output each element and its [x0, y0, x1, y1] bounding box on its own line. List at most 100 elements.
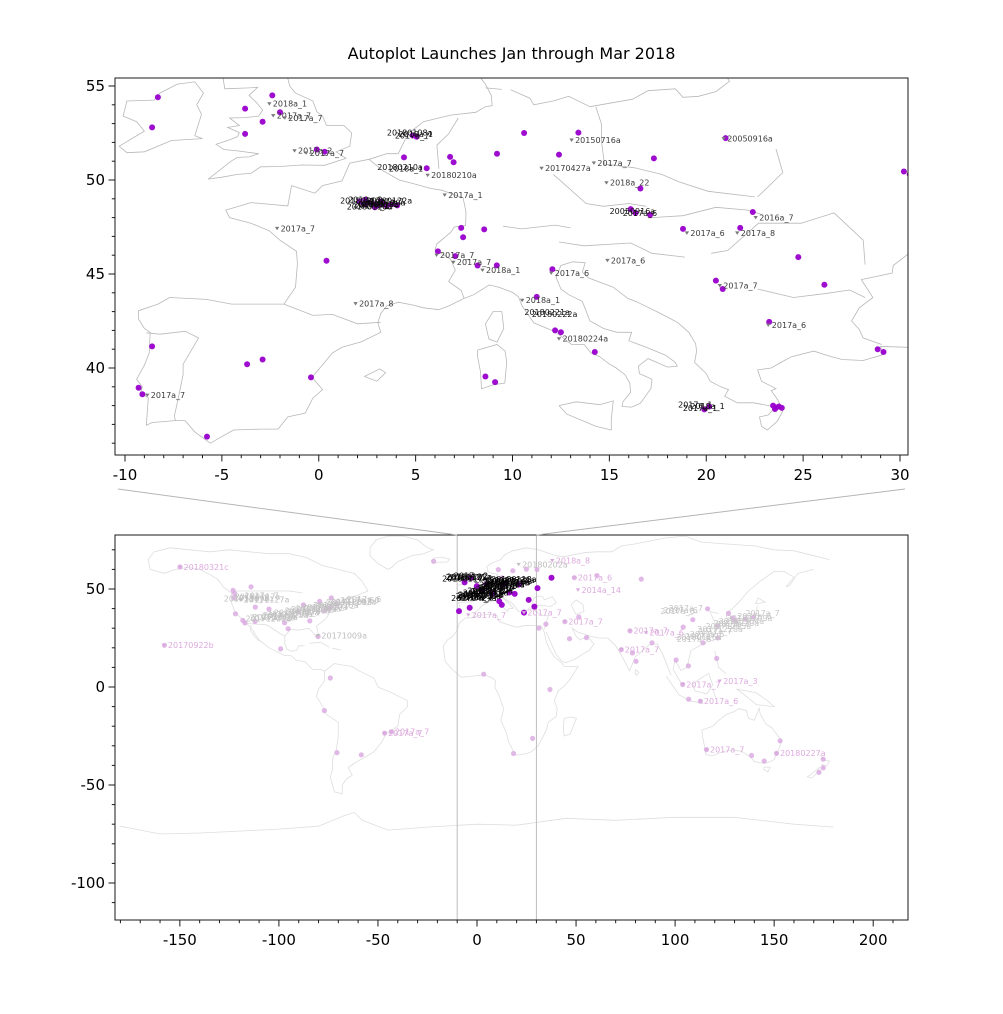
svg-text:2017a_7: 2017a_7 — [395, 728, 429, 737]
svg-text:2017a_1: 2017a_1 — [448, 191, 482, 200]
svg-text:20171201a: 20171201a — [245, 614, 291, 623]
svg-text:2017a_6: 2017a_6 — [660, 607, 694, 616]
svg-text:2017a_7: 2017a_7 — [745, 609, 779, 618]
svg-text:2017a_2: 2017a_2 — [454, 572, 488, 581]
svg-text:20180117a: 20180117a — [235, 593, 281, 602]
svg-text:20171127a: 20171127a — [244, 596, 290, 605]
svg-text:20180118a: 20180118a — [347, 202, 393, 211]
svg-text:2017a_6: 2017a_6 — [286, 607, 320, 616]
svg-text:20180104a: 20180104a — [719, 617, 765, 626]
svg-text:20180213a: 20180213a — [457, 591, 503, 600]
europe-panel-axis-ticks: -10 -5 0 5 10 15 20 25 30 40 45 50 55 — [86, 77, 910, 484]
svg-text:2017a_7: 2017a_7 — [527, 609, 561, 618]
svg-text:20180117a: 20180117a — [442, 575, 488, 584]
svg-text:20171011a: 20171011a — [250, 614, 296, 623]
svg-text:20170922b: 20170922b — [168, 641, 214, 650]
svg-text:2017a_7: 2017a_7 — [151, 391, 185, 400]
svg-text:5: 5 — [411, 466, 421, 484]
svg-text:20180108a: 20180108a — [486, 577, 532, 586]
svg-text:2017a_7: 2017a_7 — [457, 258, 491, 267]
svg-text:20180108a: 20180108a — [387, 128, 433, 137]
svg-text:2017a_7: 2017a_7 — [686, 680, 720, 689]
svg-text:2018a_8: 2018a_8 — [556, 556, 590, 565]
svg-text:100: 100 — [661, 931, 690, 949]
svg-text:50: 50 — [86, 171, 105, 189]
svg-text:2018a_22: 2018a_22 — [610, 179, 649, 188]
svg-text:20180109a: 20180109a — [727, 614, 773, 623]
svg-text:-150: -150 — [163, 931, 197, 949]
svg-text:2017a_8: 2017a_8 — [359, 300, 393, 309]
svg-text:2017a_6: 2017a_6 — [611, 256, 645, 265]
svg-text:20180210a: 20180210a — [485, 578, 531, 587]
svg-text:2017a_7: 2017a_7 — [310, 149, 344, 158]
svg-text:2017a_6: 2017a_6 — [347, 595, 381, 604]
europe-panel[interactable]: 20180117a2018a_120180118a2017a_720180119… — [118, 77, 913, 444]
svg-text:2017a_8: 2017a_8 — [480, 583, 514, 592]
svg-text:50: 50 — [567, 931, 586, 949]
world-panel-coastlines — [120, 535, 834, 835]
svg-text:20171109a: 20171109a — [224, 595, 270, 604]
svg-text:200: 200 — [859, 931, 888, 949]
world-panel-axis-ticks: -150 -100 -50 0 50 100 150 200 50 0 -50 -100 — [71, 549, 894, 949]
svg-text:2018a_1: 2018a_1 — [458, 593, 492, 602]
svg-text:20170427a: 20170427a — [545, 164, 591, 173]
svg-text:150: 150 — [760, 931, 789, 949]
svg-text:2017a_6: 2017a_6 — [262, 612, 296, 621]
svg-text:2017a_6: 2017a_6 — [483, 582, 517, 591]
svg-text:2018a_2: 2018a_2 — [482, 582, 516, 591]
svg-text:55: 55 — [86, 77, 105, 95]
svg-text:2017a_7: 2017a_7 — [634, 627, 668, 636]
svg-text:2017a_7: 2017a_7 — [568, 618, 602, 627]
svg-text:25: 25 — [794, 466, 813, 484]
svg-text:2017a_1: 2017a_1 — [355, 202, 389, 211]
svg-text:20180131a: 20180131a — [445, 573, 491, 582]
svg-text:20180216a: 20180216a — [456, 592, 502, 601]
svg-text:2017a_7: 2017a_7 — [370, 198, 404, 207]
svg-text:20171130a: 20171130a — [285, 607, 331, 616]
svg-text:20171018a: 20171018a — [267, 610, 313, 619]
svg-text:0: 0 — [472, 931, 482, 949]
svg-text:2017a_7: 2017a_7 — [440, 251, 474, 260]
svg-text:20180120a: 20180120a — [479, 581, 525, 590]
svg-text:2017a_7: 2017a_7 — [669, 604, 703, 613]
svg-text:2017a_7: 2017a_7 — [288, 114, 322, 123]
world-panel-axis-frame — [114, 534, 909, 921]
svg-text:20150716a: 20150716a — [575, 136, 621, 145]
world-panel[interactable]: 20171109a2017a_720171010a20171009a2017a_… — [120, 535, 834, 920]
svg-text:2018a_1: 2018a_1 — [690, 402, 724, 411]
world-panel-label-clusters: 20171109a2017a_720171010a20171009a2017a_… — [224, 572, 780, 644]
svg-text:20171120a: 20171120a — [302, 603, 348, 612]
svg-text:20180224a: 20180224a — [563, 335, 609, 344]
svg-text:20180119a: 20180119a — [467, 586, 513, 595]
svg-text:2017a_7: 2017a_7 — [472, 611, 506, 620]
svg-text:2017a_6: 2017a_6 — [677, 635, 711, 644]
svg-text:2017a_6: 2017a_6 — [578, 573, 612, 582]
svg-text:2017a_6: 2017a_6 — [650, 629, 684, 638]
svg-text:2017a_7: 2017a_7 — [388, 729, 422, 738]
svg-text:20180222a: 20180222a — [532, 310, 578, 319]
svg-text:20171110a: 20171110a — [291, 605, 337, 614]
svg-text:2018a_2: 2018a_2 — [348, 196, 382, 205]
svg-text:30: 30 — [890, 466, 909, 484]
svg-text:2016a_7: 2016a_7 — [449, 574, 483, 583]
svg-text:20180321c: 20180321c — [184, 563, 229, 572]
svg-text:-50: -50 — [81, 776, 106, 794]
svg-text:20180202a: 20180202a — [522, 560, 568, 569]
svg-text:2017a_6: 2017a_6 — [664, 606, 698, 615]
svg-text:20180224a: 20180224a — [489, 576, 535, 585]
svg-text:20050916a: 20050916a — [727, 134, 773, 143]
world-panel-event-labels: 20171009a 20180202a 20171127a — [238, 560, 568, 640]
svg-text:20180122a: 20180122a — [366, 197, 412, 206]
svg-text:20180221a: 20180221a — [484, 579, 530, 588]
svg-text:20180122a: 20180122a — [447, 572, 493, 581]
svg-text:2018a_1: 2018a_1 — [486, 266, 520, 275]
svg-text:20: 20 — [697, 466, 716, 484]
svg-text:20170427a: 20170427a — [451, 594, 497, 603]
svg-text:2017a_6: 2017a_6 — [690, 229, 724, 238]
europe-panel-axis-frame — [114, 77, 909, 456]
svg-text:2017a_7: 2017a_7 — [325, 600, 359, 609]
svg-text:20180210a: 20180210a — [377, 163, 423, 172]
svg-text:2017a_6: 2017a_6 — [704, 697, 738, 706]
